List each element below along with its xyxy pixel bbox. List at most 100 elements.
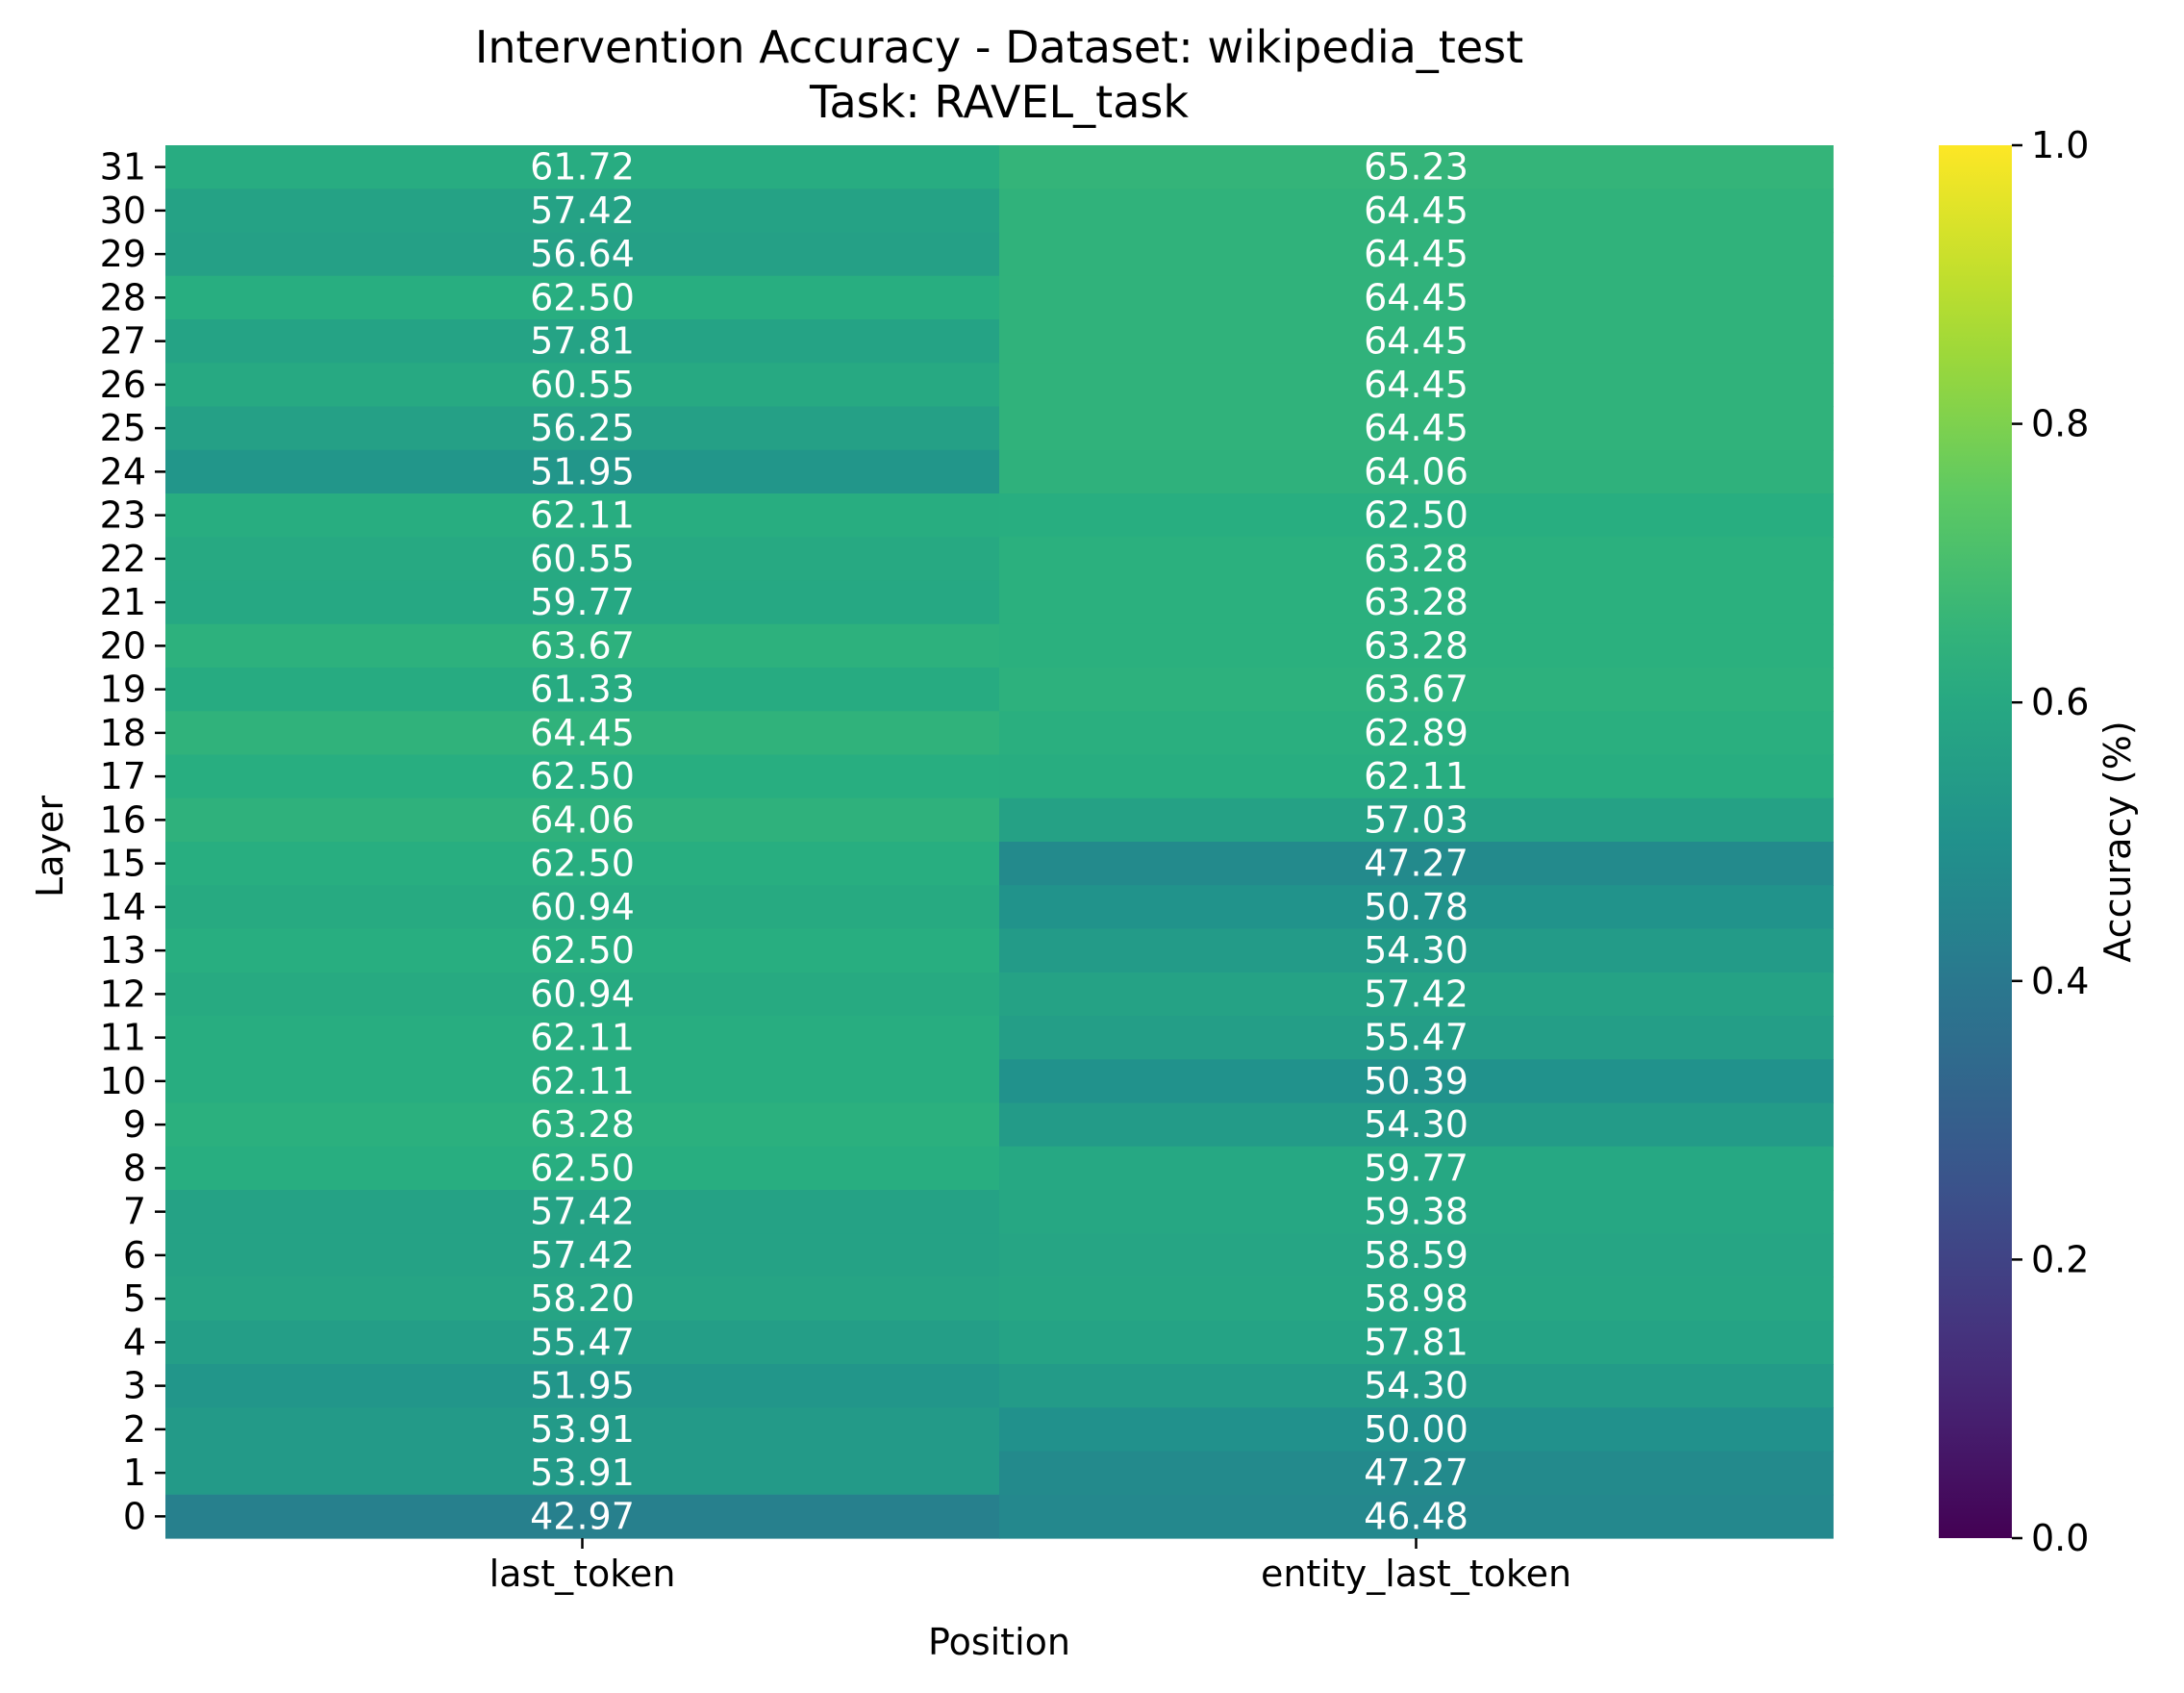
- y-tick-label: 30: [100, 190, 146, 232]
- cell-value-label: 42.97: [530, 1495, 635, 1537]
- y-tick-label: 18: [100, 712, 146, 754]
- colorbar-axis: 0.0 0.2 0.4 0.6 0.8 1.0: [2012, 124, 2089, 1559]
- heatmap-cell: [999, 232, 1834, 277]
- heatmap-cell: [999, 1146, 1834, 1191]
- heatmap-cell: [165, 1233, 1000, 1278]
- heatmap-cell: [165, 885, 1000, 930]
- heatmap-cell: [165, 319, 1000, 364]
- heatmap-cell: [165, 493, 1000, 538]
- cell-value-label: 58.59: [1364, 1234, 1469, 1276]
- cell-value-label: 62.11: [530, 1060, 635, 1102]
- y-tick-label: 22: [100, 538, 146, 580]
- y-tick-label: 5: [123, 1277, 146, 1320]
- cell-value-label: 64.45: [1364, 190, 1469, 232]
- cell-value-label: 59.77: [530, 581, 635, 623]
- y-tick-label: 0: [123, 1495, 146, 1537]
- heatmap-cell: [165, 1059, 1000, 1104]
- heatmap-cell: [165, 1407, 1000, 1453]
- y-tick-label: 6: [123, 1234, 146, 1276]
- cell-value-label: 53.91: [530, 1452, 635, 1494]
- cell-value-label: 64.45: [1364, 276, 1469, 318]
- cell-value-label: 64.45: [1364, 364, 1469, 406]
- y-tick-label: 12: [100, 973, 146, 1015]
- heatmap-cell: [165, 275, 1000, 320]
- cell-value-label: 61.72: [530, 146, 635, 189]
- y-tick-label: 14: [100, 886, 146, 928]
- y-tick-label: 11: [100, 1017, 146, 1059]
- heatmap-cell: [165, 1016, 1000, 1060]
- heatmap-cell: [165, 754, 1000, 799]
- heatmap-cell: [999, 885, 1834, 930]
- colorbar-tick-label: 0.8: [2031, 403, 2089, 445]
- heatmap-cell: [165, 972, 1000, 1017]
- heatmap-cell: [999, 1320, 1834, 1365]
- y-tick-label: 3: [123, 1365, 146, 1407]
- cell-value-label: 64.45: [530, 712, 635, 754]
- cell-value-label: 54.30: [1364, 1365, 1469, 1407]
- cell-value-label: 63.28: [1364, 581, 1469, 623]
- heatmap-cell: [999, 189, 1834, 234]
- cell-value-label: 57.42: [530, 1191, 635, 1233]
- cell-value-label: 55.47: [530, 1321, 635, 1363]
- heatmap-cell: [165, 1320, 1000, 1365]
- cell-value-label: 63.28: [1364, 538, 1469, 580]
- cell-value-label: 62.11: [530, 494, 635, 537]
- cell-value-label: 47.27: [1364, 843, 1469, 885]
- heatmap-cell: [999, 449, 1834, 494]
- cell-value-label: 60.55: [530, 364, 635, 406]
- cell-value-label: 51.95: [530, 450, 635, 493]
- cell-value-label: 62.11: [1364, 755, 1469, 797]
- heatmap-cell: [165, 797, 1000, 843]
- heatmap-cell: [999, 363, 1834, 408]
- y-tick-label: 21: [100, 581, 146, 623]
- y-axis: 3130292827262524232221201918171615141312…: [100, 146, 165, 1537]
- heatmap-cell: [165, 363, 1000, 408]
- heatmap-cell: [999, 1407, 1834, 1453]
- cell-value-label: 53.91: [530, 1408, 635, 1451]
- colorbar-tick-label: 1.0: [2031, 124, 2089, 166]
- heatmap-cell: [165, 449, 1000, 494]
- cell-value-label: 55.47: [1364, 1017, 1469, 1059]
- cell-value-label: 63.67: [1364, 669, 1469, 711]
- cell-value-label: 57.81: [530, 320, 635, 363]
- y-axis-label: Layer: [29, 796, 71, 897]
- y-tick-label: 26: [100, 364, 146, 406]
- heatmap-cell: [999, 1276, 1834, 1322]
- y-tick-label: 17: [100, 755, 146, 797]
- heatmap-cell: [999, 1364, 1834, 1408]
- heatmap-cell: [165, 1276, 1000, 1322]
- cell-value-label: 60.94: [530, 973, 635, 1015]
- y-tick-label: 13: [100, 929, 146, 972]
- cell-value-label: 57.03: [1364, 798, 1469, 841]
- colorbar-tick-label: 0.4: [2031, 960, 2089, 1002]
- heatmap-cell: [999, 711, 1834, 756]
- heatmap-cell: [999, 668, 1834, 712]
- heatmap-cell: [999, 1451, 1834, 1496]
- cell-value-label: 60.55: [530, 538, 635, 580]
- heatmap-cell: [999, 406, 1834, 451]
- cell-value-label: 62.50: [530, 929, 635, 972]
- cell-value-label: 50.78: [1364, 886, 1469, 928]
- colorbar-tick-label: 0.2: [2031, 1238, 2089, 1280]
- cell-value-label: 51.95: [530, 1365, 635, 1407]
- x-axis: last_token entity_last_token: [490, 1538, 1571, 1595]
- colorbar-tick-label: 0.0: [2031, 1517, 2089, 1559]
- y-tick-label: 23: [100, 494, 146, 537]
- heatmap-cell: [165, 842, 1000, 886]
- heatmap-cell: [165, 668, 1000, 712]
- heatmap-cell: [165, 537, 1000, 582]
- chart-subtitle: Task: RAVEL_task: [809, 76, 1189, 128]
- cell-value-label: 54.30: [1364, 929, 1469, 972]
- cell-value-label: 62.89: [1364, 712, 1469, 754]
- x-tick-label: last_token: [490, 1553, 676, 1595]
- cell-value-label: 60.94: [530, 886, 635, 928]
- cell-value-label: 57.42: [1364, 973, 1469, 1015]
- y-tick-label: 31: [100, 146, 146, 189]
- heatmap-cell: [165, 1190, 1000, 1234]
- heatmap-cell: [165, 928, 1000, 973]
- cell-value-label: 64.45: [1364, 320, 1469, 363]
- cell-value-label: 63.28: [1364, 624, 1469, 667]
- y-tick-label: 10: [100, 1060, 146, 1102]
- cell-value-label: 63.28: [530, 1103, 635, 1146]
